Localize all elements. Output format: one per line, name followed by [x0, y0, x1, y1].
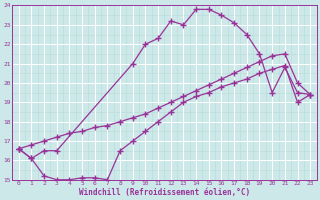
X-axis label: Windchill (Refroidissement éolien,°C): Windchill (Refroidissement éolien,°C) [79, 188, 250, 197]
